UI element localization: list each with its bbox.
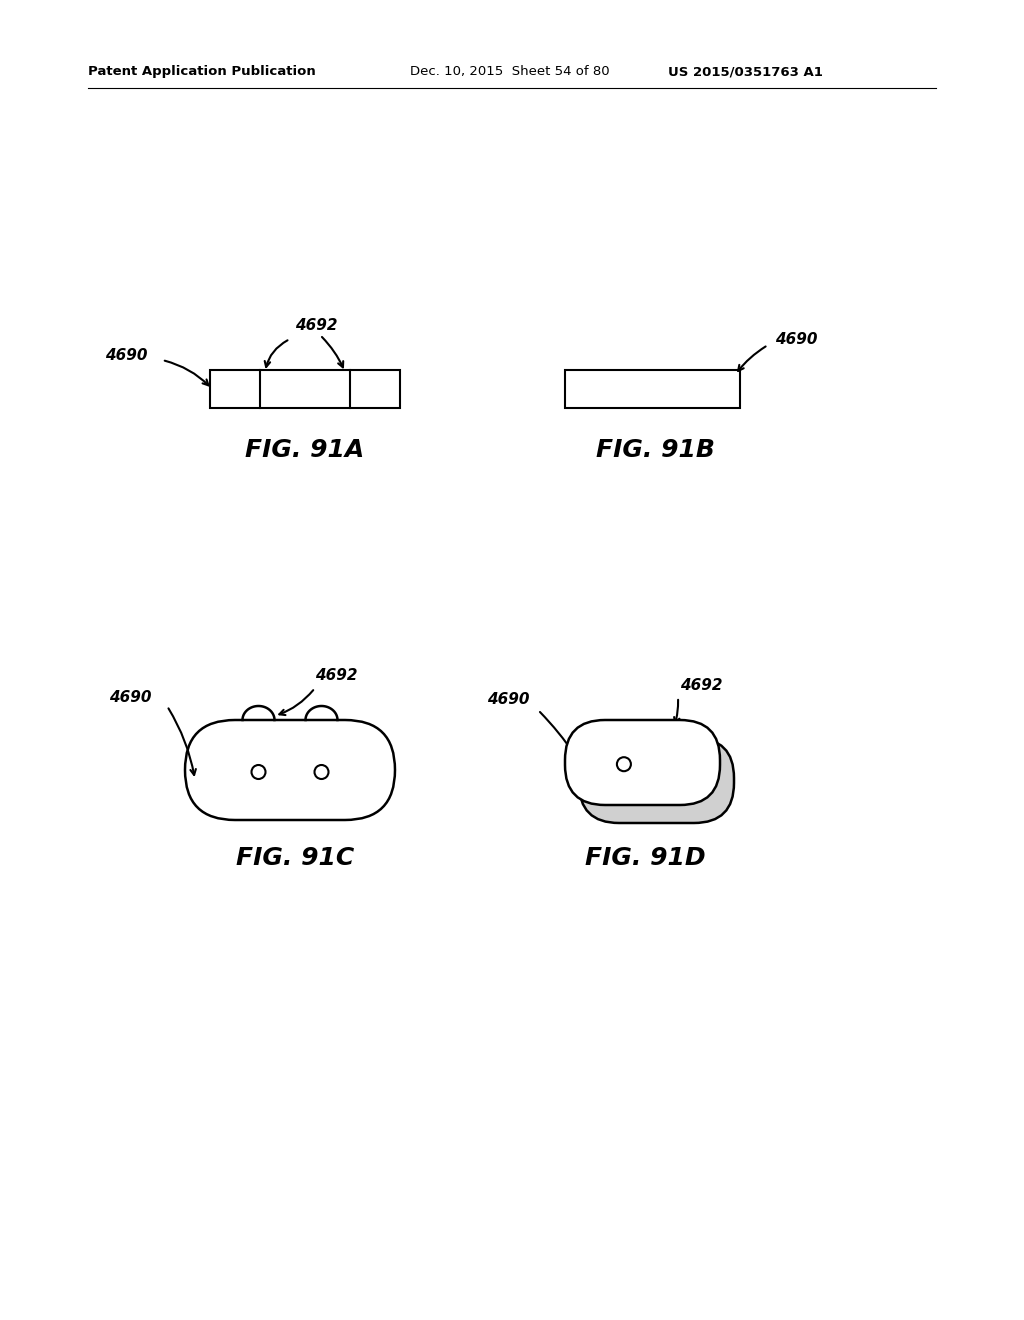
Text: 4692: 4692	[315, 668, 357, 684]
Text: Dec. 10, 2015  Sheet 54 of 80: Dec. 10, 2015 Sheet 54 of 80	[410, 66, 609, 78]
Text: 4690: 4690	[775, 333, 817, 347]
Circle shape	[616, 758, 631, 771]
Text: US 2015/0351763 A1: US 2015/0351763 A1	[668, 66, 823, 78]
Text: 4690: 4690	[487, 693, 530, 708]
Text: 4692: 4692	[680, 677, 723, 693]
Text: 4690: 4690	[110, 690, 152, 705]
Bar	[210, 370, 400, 408]
Text: FIG. 91A: FIG. 91A	[246, 438, 365, 462]
Circle shape	[252, 766, 265, 779]
FancyBboxPatch shape	[185, 719, 395, 820]
FancyBboxPatch shape	[565, 719, 720, 805]
Text: Patent Application Publication: Patent Application Publication	[88, 66, 315, 78]
FancyBboxPatch shape	[579, 738, 734, 822]
Text: FIG. 91C: FIG. 91C	[236, 846, 354, 870]
Bar	[565, 370, 740, 408]
Text: 4692: 4692	[295, 318, 338, 333]
Text: 4690: 4690	[105, 347, 148, 363]
Text: FIG. 91B: FIG. 91B	[596, 438, 715, 462]
Text: FIG. 91D: FIG. 91D	[585, 846, 706, 870]
Circle shape	[314, 766, 329, 779]
